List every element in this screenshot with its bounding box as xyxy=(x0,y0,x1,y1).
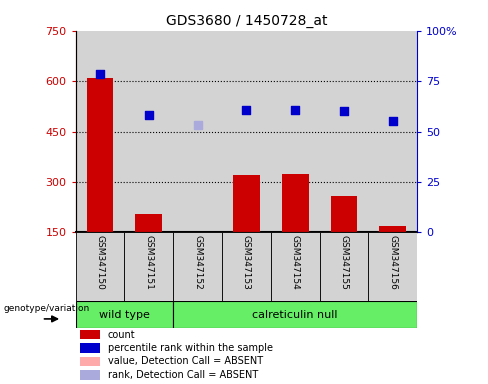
Bar xyxy=(124,31,173,232)
Bar xyxy=(368,232,417,301)
Point xyxy=(96,71,104,78)
Bar xyxy=(136,214,163,232)
Text: percentile rank within the sample: percentile rank within the sample xyxy=(108,343,273,353)
Bar xyxy=(233,175,260,232)
Bar xyxy=(76,31,124,232)
Bar xyxy=(173,232,222,301)
Text: GSM347156: GSM347156 xyxy=(388,235,397,290)
Bar xyxy=(368,31,417,232)
Point xyxy=(291,107,299,113)
Text: count: count xyxy=(108,329,135,339)
Bar xyxy=(173,301,417,328)
Point xyxy=(340,108,348,114)
Text: GSM347155: GSM347155 xyxy=(340,235,348,290)
Bar xyxy=(320,31,368,232)
Bar xyxy=(80,343,100,353)
Text: GSM347152: GSM347152 xyxy=(193,235,202,290)
Text: wild type: wild type xyxy=(99,310,150,320)
Text: GSM347153: GSM347153 xyxy=(242,235,251,290)
Point xyxy=(194,122,202,128)
Bar xyxy=(87,78,114,232)
Bar xyxy=(282,174,309,232)
Bar xyxy=(222,232,271,301)
Bar xyxy=(380,226,407,232)
Bar xyxy=(80,370,100,380)
Bar xyxy=(320,232,368,301)
Bar xyxy=(76,301,173,328)
Point xyxy=(389,118,397,124)
Text: GSM347154: GSM347154 xyxy=(291,235,300,290)
Bar xyxy=(271,232,320,301)
Bar xyxy=(76,232,124,301)
Bar xyxy=(124,232,173,301)
Bar xyxy=(222,31,271,232)
Point xyxy=(243,107,250,113)
Text: GSM347151: GSM347151 xyxy=(144,235,153,290)
Title: GDS3680 / 1450728_at: GDS3680 / 1450728_at xyxy=(166,14,327,28)
Text: genotype/variation: genotype/variation xyxy=(3,305,89,313)
Bar xyxy=(271,31,320,232)
Text: value, Detection Call = ABSENT: value, Detection Call = ABSENT xyxy=(108,356,263,366)
Bar xyxy=(80,330,100,339)
Text: rank, Detection Call = ABSENT: rank, Detection Call = ABSENT xyxy=(108,370,258,380)
Text: GSM347150: GSM347150 xyxy=(96,235,104,290)
Text: calreticulin null: calreticulin null xyxy=(252,310,338,320)
Bar xyxy=(173,31,222,232)
Bar xyxy=(80,357,100,366)
Point xyxy=(145,112,153,118)
Bar xyxy=(331,196,358,232)
